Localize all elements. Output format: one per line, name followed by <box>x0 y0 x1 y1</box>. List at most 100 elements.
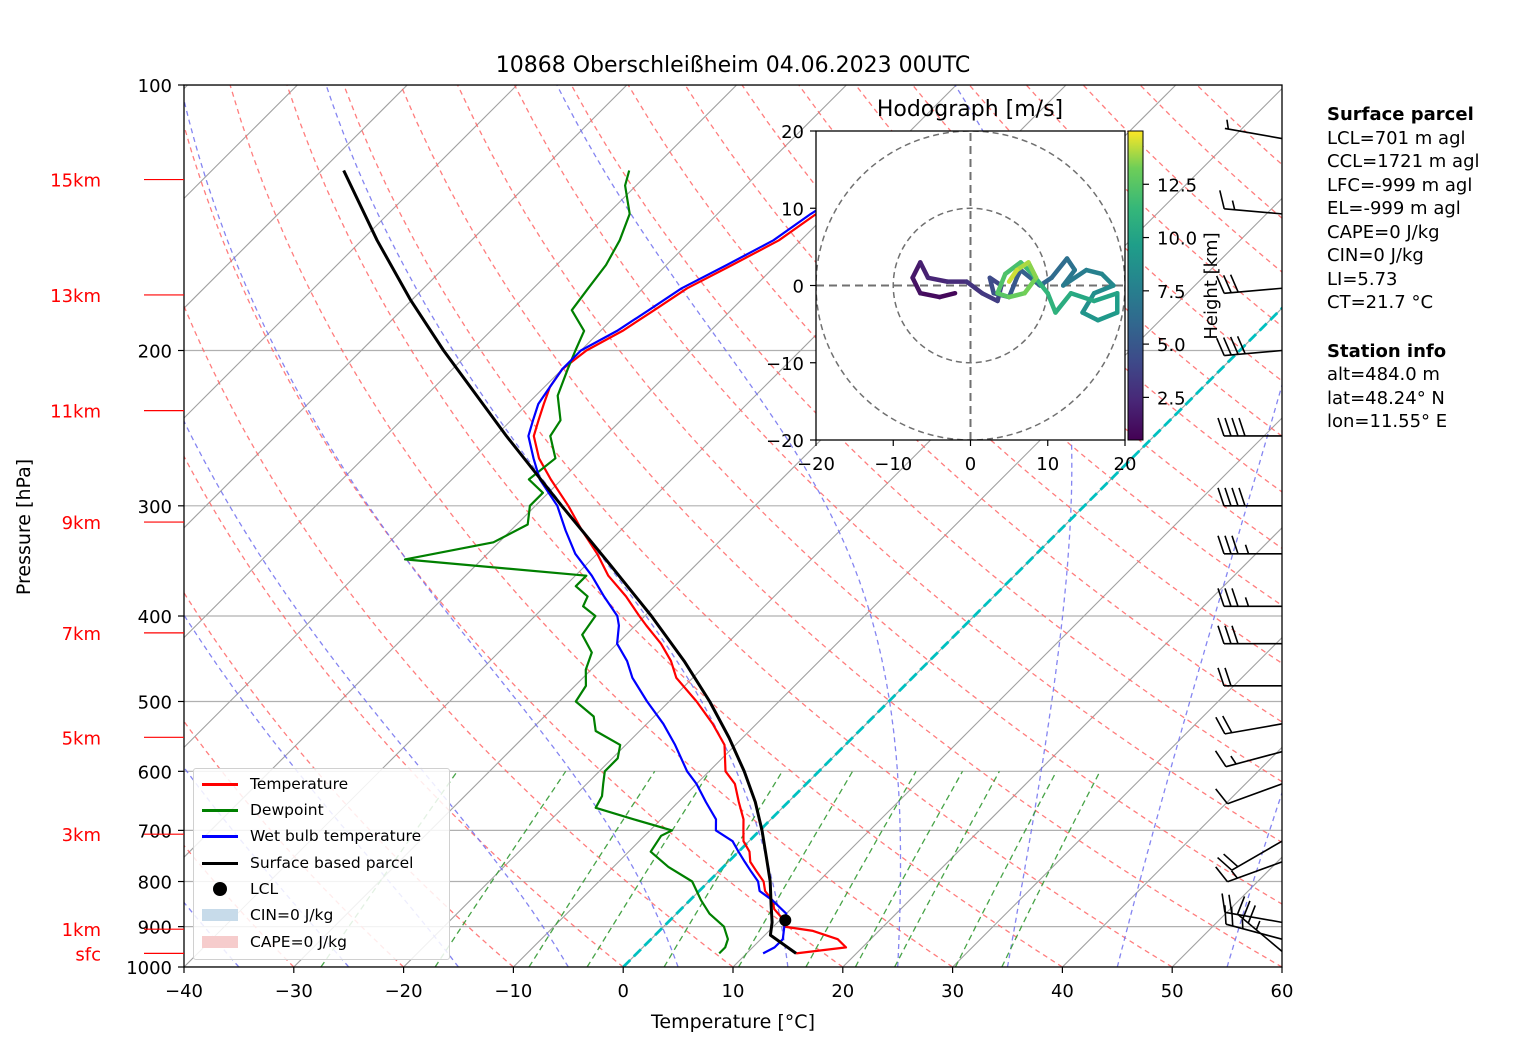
hodograph-segment <box>1014 260 1031 273</box>
moist-adiabat <box>556 85 902 967</box>
barb-feather <box>1217 625 1225 644</box>
axes: −40 −30 −20 −10 0 10 20 30 40 50 60100200300400500… <box>126 76 1293 1002</box>
x-tick-label: 50 <box>1161 981 1184 1002</box>
y-tick-label: 200 <box>138 342 172 363</box>
barb-feather <box>1217 588 1225 607</box>
x-tick-label: −30 <box>275 981 313 1002</box>
y-tick-label: 600 <box>138 762 172 783</box>
hodograph-segment <box>1045 290 1058 315</box>
barb-feather <box>1229 336 1239 355</box>
height-label: 5km <box>62 728 101 749</box>
hodograph-segment <box>1026 260 1039 281</box>
hodograph-segment <box>1003 260 1023 277</box>
legend-label: CAPE=0 J/kg <box>250 933 347 951</box>
moist-adiabat <box>184 419 569 967</box>
barb-shaft <box>1224 287 1283 295</box>
legend-label: CIN=0 J/kg <box>250 906 334 924</box>
legend-item-parcel: Surface based parcel <box>194 850 413 876</box>
hodograph-segment <box>910 275 923 296</box>
hodograph-segment <box>1006 290 1027 300</box>
y-tick-label: 400 <box>138 607 172 628</box>
barb-feather <box>1224 487 1232 507</box>
barb-feather <box>1217 417 1225 437</box>
legend-label: Surface based parcel <box>250 854 414 872</box>
barb-feather <box>1238 487 1246 507</box>
hodograph-segment <box>964 279 985 296</box>
parcel-stat: LI=5.73 <box>1327 268 1398 290</box>
hodograph-segment <box>1084 267 1105 277</box>
barb-feather <box>1217 487 1225 507</box>
hodograph-segment <box>1006 267 1020 284</box>
x-tick-label: 20 <box>831 981 854 1002</box>
barb-feather <box>1236 896 1246 915</box>
x-tick-label: −40 <box>165 981 203 1002</box>
isotherm-gridline <box>952 636 1282 967</box>
surface-parcel-title: Surface parcel <box>1327 104 1474 125</box>
hodograph-segment <box>1068 290 1097 304</box>
barb-feather <box>1224 535 1232 555</box>
barb-feather <box>1217 667 1225 687</box>
wind-barb <box>1215 715 1283 735</box>
hodograph-segment <box>1022 275 1039 296</box>
hodograph-x-tick-label: 0 <box>965 454 976 475</box>
height-label: sfc <box>75 944 101 965</box>
hodograph-segment <box>937 290 958 300</box>
barb-feather <box>1221 893 1226 913</box>
station-stat: alt=484.0 m <box>1327 364 1440 385</box>
legend-item-lcl: LCL <box>194 876 278 902</box>
isotherm-gridline <box>184 85 628 529</box>
barb-shaft <box>1231 840 1283 871</box>
y-tick-label: 1000 <box>126 958 172 979</box>
x-tick-label: 60 <box>1271 981 1294 1002</box>
barb-feather <box>1228 894 1233 914</box>
wind-barb <box>1236 896 1283 952</box>
height-label: 9km <box>62 513 101 534</box>
mixing-ratio-line <box>805 770 917 967</box>
hodograph-x-tick-label: 10 <box>1036 454 1059 475</box>
sounding-traces <box>342 169 888 955</box>
series-line <box>403 170 729 955</box>
info-panel: Surface parcel LCL=701 m agl CCL=1721 m … <box>1327 103 1480 434</box>
dry-adiabat <box>184 123 844 967</box>
hodograph-segment <box>1091 283 1116 296</box>
station-stat: lat=48.24° N <box>1327 387 1445 409</box>
parcel-stat: CT=21.7 °C <box>1327 292 1434 313</box>
hodograph-segment <box>1064 256 1078 273</box>
hodograph-ring <box>892 207 1049 364</box>
barb-half-feather <box>1231 200 1236 210</box>
barb-feather <box>1215 337 1225 356</box>
station-stat: lon=11.55° E <box>1327 411 1448 432</box>
wind-barb <box>1221 893 1283 924</box>
dry-adiabat <box>184 455 624 967</box>
hodograph-y-tick-label: −20 <box>766 431 804 452</box>
y-axis-label: Pressure [hPa] <box>13 459 35 595</box>
colorbar-tick-label: 2.5 <box>1157 388 1186 409</box>
parcel-stat: CIN=0 J/kg <box>1327 245 1424 266</box>
hodograph-segment <box>1053 290 1074 315</box>
barb-feather <box>1231 625 1239 644</box>
moist-adiabat <box>1226 790 1282 967</box>
barb-shaft <box>1225 750 1283 768</box>
barb-feather <box>1222 274 1232 294</box>
hodograph-segment <box>1006 275 1020 300</box>
dry-adiabat <box>855 85 1282 493</box>
height-label: 3km <box>62 825 101 846</box>
wind-barb <box>1219 190 1283 215</box>
x-tick-label: 10 <box>722 981 745 1002</box>
mixing-ratio-line <box>663 770 783 967</box>
barb-shaft <box>1227 783 1283 805</box>
barb-feather <box>1229 274 1239 293</box>
dry-adiabat <box>513 85 1282 844</box>
mixing-ratio-line <box>738 770 854 967</box>
barb-half-feather <box>1241 919 1244 929</box>
barb-feather <box>1224 625 1232 644</box>
hodograph-trace <box>910 256 1120 323</box>
barb-feather <box>1231 535 1239 555</box>
series-line <box>527 169 883 955</box>
series-line <box>342 169 797 955</box>
dry-adiabat <box>184 720 405 967</box>
barb-shaft <box>1224 349 1283 357</box>
x-axis-label: Temperature [°C] <box>650 1011 815 1033</box>
lcl-marker <box>779 914 792 927</box>
